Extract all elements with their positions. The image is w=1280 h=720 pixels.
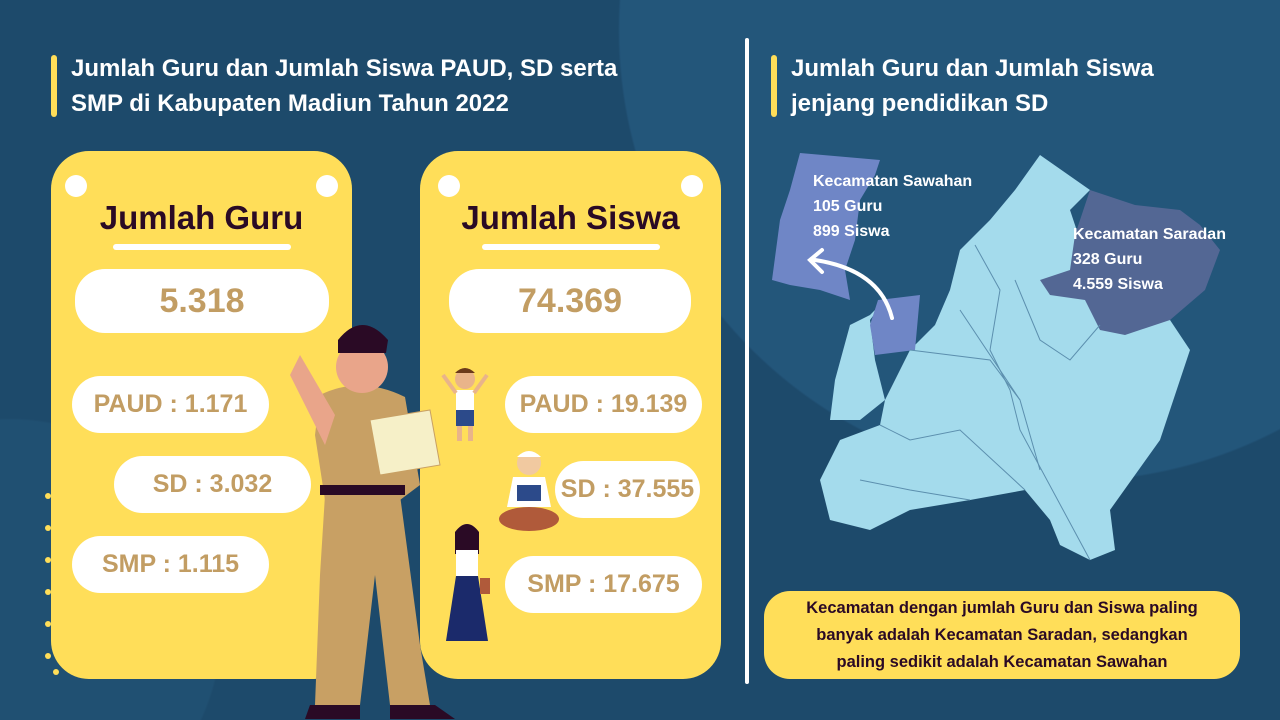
map-district-base [820,155,1190,560]
guru-total: 5.318 [75,269,329,333]
left-title: Jumlah Guru dan Jumlah Siswa PAUD, SD se… [51,51,711,121]
conclusion-note: Kecamatan dengan jumlah Guru dan Siswa p… [764,591,1240,679]
siswa-smp: SMP : 17.675 [505,556,702,613]
sawahan-label: Kecamatan Sawahan 105 Guru 899 Siswa [813,169,972,244]
heading-underline [482,244,660,250]
saradan-label: Kecamatan Saradan 328 Guru 4.559 Siswa [1073,222,1226,297]
card-hole [681,175,703,197]
decor-dot [53,669,59,675]
card-hole [316,175,338,197]
guru-heading: Jumlah Guru [99,199,304,236]
guru-paud: PAUD : 1.171 [72,376,269,433]
sawahan-guru: 105 Guru [813,198,883,215]
student-boy-illustration [441,368,489,441]
decor-dot [45,557,51,563]
right-title: Jumlah Guru dan Jumlah Siswa jenjang pen… [771,51,1251,121]
right-title-line1: Jumlah Guru dan Jumlah Siswa [791,55,1154,82]
siswa-paud: PAUD : 19.139 [505,376,702,433]
right-title-line2: jenjang pendidikan SD [791,90,1049,117]
decor-dot [45,653,51,659]
madiun-map [772,153,1220,561]
arrow-head-icon [807,248,824,274]
guru-sd: SD : 3.032 [114,456,311,513]
student-girl-illustration [446,524,490,641]
decor-dot [45,493,51,499]
guru-card: Jumlah Guru 5.318 PAUD : 1.171 SD : 3.03… [51,151,352,679]
left-title-line2: SMP di Kabupaten Madiun Tahun 2022 [71,90,509,117]
siswa-total: 74.369 [449,269,691,333]
arrow-icon [813,258,894,320]
student-reading-illustration [499,451,559,531]
map-district-sawahan [772,153,920,355]
note-line: banyak adalah Kecamatan Saradan, sedangk… [816,626,1188,644]
siswa-sd: SD : 37.555 [555,461,700,518]
left-title-line1: Jumlah Guru dan Jumlah Siswa PAUD, SD se… [71,55,618,82]
decor-dot [45,621,51,627]
decor-dot [45,525,51,531]
decor-dot [45,589,51,595]
guru-smp: SMP : 1.115 [72,536,269,593]
card-hole [438,175,460,197]
map-district-saradan [1040,190,1220,335]
saradan-guru: 328 Guru [1073,251,1143,268]
siswa-heading: Jumlah Siswa [461,199,680,236]
card-hole [65,175,87,197]
divider [745,38,749,684]
saradan-name: Kecamatan Saradan [1073,226,1226,243]
heading-underline [113,244,291,250]
note-line: paling sedikit adalah Kecamatan Sawahan [836,653,1168,671]
sawahan-name: Kecamatan Sawahan [813,173,973,190]
saradan-siswa: 4.559 Siswa [1073,276,1163,293]
note-line: Kecamatan dengan jumlah Guru dan Siswa p… [806,599,1198,617]
teacher-illustration [290,325,455,719]
sawahan-siswa: 899 Siswa [813,223,890,240]
